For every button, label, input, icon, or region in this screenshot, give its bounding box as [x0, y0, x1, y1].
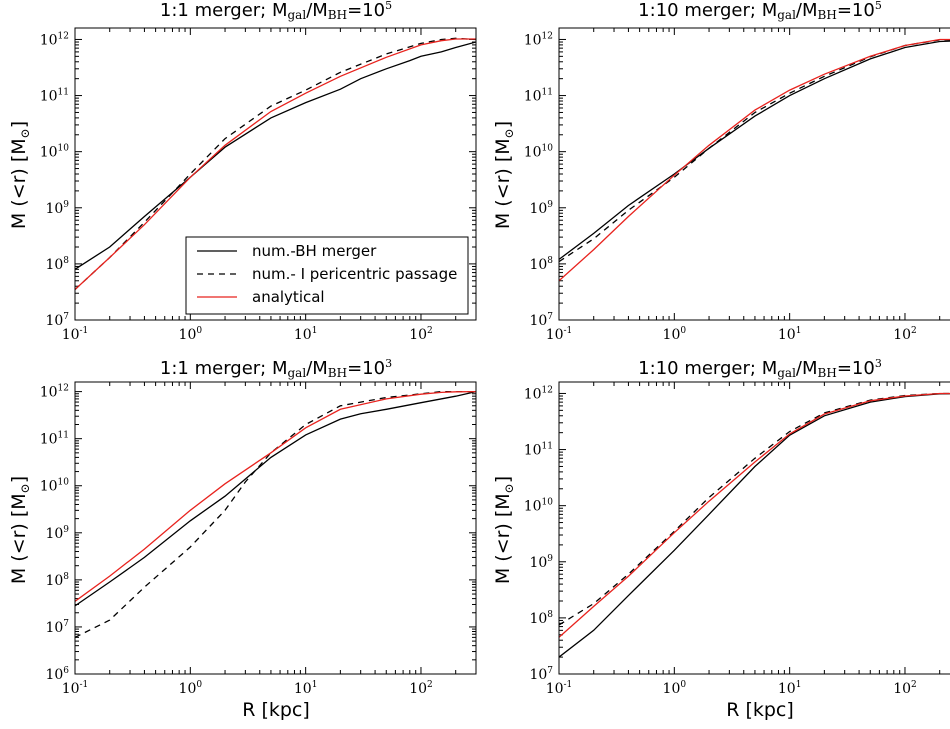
x-axis-label: R [kpc] — [726, 699, 794, 721]
plot-frame — [558, 381, 950, 675]
y-tick-label: 108 — [529, 610, 553, 627]
y-tick-label: 109 — [529, 554, 553, 571]
panel-top-left: 1:1 merger; Mgal/MBH=105 10-1 100 101 102 10… — [8, 0, 477, 343]
x-tick-label: 101 — [778, 680, 802, 697]
series-line-analytic — [75, 38, 476, 290]
series-line-analytic — [559, 392, 950, 638]
series-line-peri — [75, 390, 476, 638]
y-axis-label: M (<r) [M⊙] — [8, 121, 32, 229]
y-tick-label: 107 — [529, 666, 553, 683]
y-tick-label: 1010 — [524, 498, 554, 515]
legend: num.-BH merger num.- I pericentric passa… — [185, 236, 469, 315]
plot-frame — [558, 27, 950, 321]
y-tick-label: 1012 — [524, 385, 553, 402]
y-axis-label: M (<r) [M⊙] — [8, 476, 32, 584]
series-line-bh — [75, 41, 476, 270]
x-tick-label: 101 — [294, 326, 318, 343]
y-tick-label: 1011 — [40, 88, 69, 105]
y-tick-label: 1012 — [40, 384, 69, 401]
x-tick-label: 100 — [663, 680, 687, 697]
y-tick-label: 109 — [45, 200, 69, 217]
y-tick-label: 1012 — [40, 31, 69, 48]
y-tick-label: 1011 — [524, 88, 553, 105]
legend-box — [185, 236, 469, 315]
y-tick-label: 108 — [529, 256, 553, 273]
panel-title: 1:10 merger; Mgal/MBH=103 — [638, 357, 882, 380]
x-tick-label: 100 — [179, 326, 203, 343]
x-tick-label: 102 — [893, 680, 917, 697]
y-tick-label: 107 — [529, 312, 553, 329]
y-tick-label: 1012 — [524, 31, 553, 48]
y-tick-label: 1010 — [524, 144, 554, 161]
plot-frame — [74, 381, 477, 675]
y-axis-label: M (<r) [M⊙] — [492, 476, 516, 584]
x-tick-label: 101 — [294, 680, 318, 697]
y-axis-label: M (<r) [M⊙] — [492, 121, 516, 229]
series-line-peri — [559, 392, 950, 626]
x-tick-label: 100 — [663, 326, 687, 343]
y-tick-label: 108 — [45, 256, 69, 273]
y-tick-label: 106 — [45, 666, 69, 683]
y-tick-label: 109 — [529, 200, 553, 217]
y-tick-label: 1010 — [40, 478, 70, 495]
x-tick-label: 10-1 — [62, 326, 89, 343]
panel-title: 1:10 merger; Mgal/MBH=105 — [638, 0, 882, 22]
panel-top-right: 1:10 merger; Mgal/MBH=105 10-1 100 101 102 1… — [492, 0, 950, 343]
x-axis-label: R [kpc] — [242, 699, 310, 721]
panel-bottom-right: 1:10 merger; Mgal/MBH=103 10-1 100 101 102 1… — [492, 357, 950, 721]
y-tick-label: 1011 — [524, 442, 553, 459]
y-tick-label: 1011 — [40, 431, 69, 448]
y-tick-label: 1010 — [40, 144, 70, 161]
series-line-peri — [75, 37, 476, 290]
y-tick-label: 109 — [45, 525, 69, 542]
panel-title: 1:1 merger; Mgal/MBH=105 — [160, 0, 392, 22]
plot-frame — [74, 27, 477, 321]
y-tick-label: 107 — [45, 619, 69, 636]
panel-title: 1:1 merger; Mgal/MBH=103 — [160, 357, 392, 380]
x-tick-label: 102 — [409, 326, 433, 343]
series-line-bh — [559, 393, 950, 658]
y-tick-label: 107 — [45, 312, 69, 329]
y-tick-label: 108 — [45, 572, 69, 589]
x-tick-label: 10-1 — [546, 680, 573, 697]
series-line-peri — [559, 39, 950, 263]
x-tick-label: 10-1 — [546, 326, 573, 343]
legend-label-peri: num.- I pericentric passage — [252, 265, 457, 283]
series-line-bh — [75, 390, 476, 607]
x-tick-label: 101 — [778, 326, 802, 343]
x-tick-label: 100 — [179, 680, 203, 697]
x-tick-label: 102 — [893, 326, 917, 343]
panel-bottom-left: 1:1 merger; Mgal/MBH=103 10-1 100 101 102 10… — [8, 357, 477, 721]
legend-label-bh: num.-BH merger — [252, 242, 377, 260]
x-tick-label: 102 — [409, 680, 433, 697]
legend-label-analytic: analytical — [252, 288, 325, 306]
x-tick-label: 10-1 — [62, 680, 89, 697]
series-line-analytic — [559, 38, 950, 282]
series-line-bh — [559, 40, 950, 260]
series-line-analytic — [75, 390, 476, 602]
